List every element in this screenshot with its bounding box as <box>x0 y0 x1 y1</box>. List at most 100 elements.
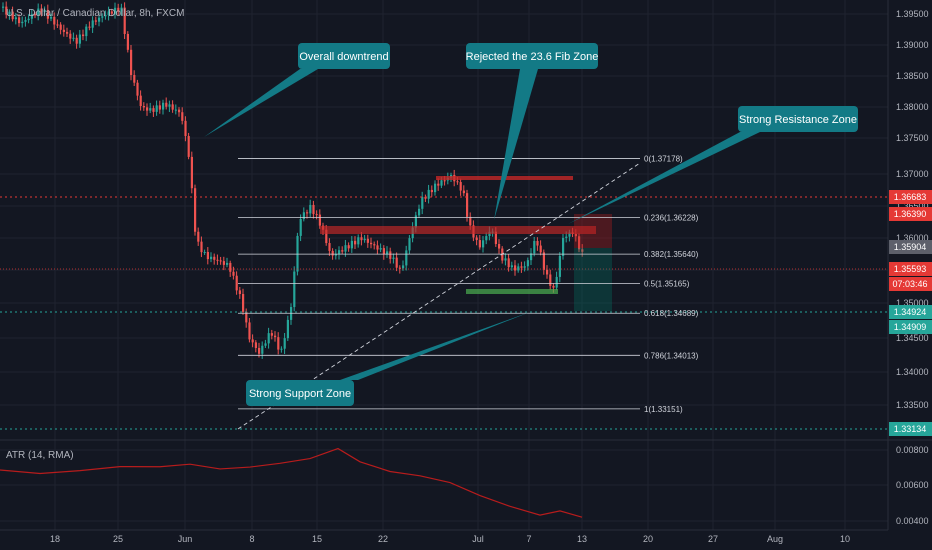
candle-body <box>178 109 181 113</box>
candle-body <box>5 6 8 15</box>
candle-body <box>562 237 565 256</box>
candle-body <box>110 11 113 14</box>
candle-body <box>280 348 283 350</box>
x-tick-label: 15 <box>312 534 322 544</box>
resistance-zone-rect <box>320 226 596 234</box>
atr-tick-label: 0.00800 <box>896 445 929 455</box>
candle-body <box>555 276 558 288</box>
candle-body <box>549 274 552 286</box>
candle-body <box>133 75 136 83</box>
candle-body <box>267 333 270 344</box>
candle-body <box>363 238 366 241</box>
candle-body <box>482 240 485 248</box>
callout-box <box>466 43 598 69</box>
candle-body <box>462 190 465 194</box>
candle-body <box>325 229 328 244</box>
x-tick-label: 22 <box>378 534 388 544</box>
annotation-layer: Overall downtrend Rejected the 23.6 Fib Z… <box>204 43 858 406</box>
candle-body <box>443 180 446 182</box>
candle-body <box>203 252 206 254</box>
candle-body <box>466 193 469 217</box>
candle-body <box>171 104 174 110</box>
candle-body <box>283 338 286 349</box>
candle-body <box>299 219 302 236</box>
fib-level-label: 0.236(1.36228) <box>644 214 699 223</box>
candle-body <box>181 112 184 121</box>
candle-body <box>373 244 376 246</box>
price-axis[interactable]: 1.39500 1.39000 1.38500 1.38000 1.37500 1.370… <box>896 9 929 410</box>
y-tick-label: 1.34500 <box>896 333 929 343</box>
candle-body <box>130 49 133 76</box>
candle-body <box>213 256 216 260</box>
candle-body <box>232 271 235 276</box>
candle-body <box>219 260 222 262</box>
candle-body <box>120 7 123 12</box>
callout-text: Strong Resistance Zone <box>739 114 857 126</box>
candle-body <box>510 265 513 268</box>
candle-body <box>459 182 462 191</box>
price-label-box <box>889 207 932 221</box>
symbol-header: U.S. Dollar / Canadian Dollar, 8h, FXCM <box>6 8 184 19</box>
candle-body <box>405 250 408 266</box>
candle-body <box>427 189 430 199</box>
atr-tick-label: 0.00600 <box>896 480 929 490</box>
candle-body <box>229 262 232 272</box>
x-tick-label: Jul <box>472 534 484 544</box>
candle-body <box>542 252 545 270</box>
candle-body <box>104 15 107 17</box>
candle-body <box>344 245 347 252</box>
candle-body <box>101 16 104 18</box>
callout-text: Strong Support Zone <box>249 388 351 400</box>
candle-body <box>306 212 309 214</box>
time-axis[interactable]: 18 25 Jun 8 15 22 Jul 7 13 20 27 Aug 10 <box>50 534 850 544</box>
candle-body <box>21 21 24 24</box>
candle-body <box>536 240 539 246</box>
price-label-box <box>889 305 932 319</box>
candle-body <box>59 24 62 30</box>
x-tick-label: 18 <box>50 534 60 544</box>
candle-body <box>469 216 472 226</box>
candle-body <box>18 17 21 24</box>
candle-body <box>168 104 171 107</box>
candle-body <box>312 204 315 215</box>
candle-body <box>478 240 481 248</box>
candle-body <box>414 215 417 228</box>
target-zone-rect <box>574 248 612 311</box>
fib-level-label: 0.382(1.35640) <box>644 250 699 259</box>
candle-body <box>517 266 520 271</box>
candle-body <box>494 231 497 245</box>
candle-body <box>258 347 261 354</box>
candle-body <box>2 6 5 8</box>
candle-body <box>421 196 424 209</box>
candle-body <box>578 236 581 250</box>
y-tick-label: 1.38000 <box>896 102 929 112</box>
candle-body <box>14 17 17 20</box>
candle-body <box>526 260 529 267</box>
candle-body <box>210 256 213 260</box>
candle-body <box>152 108 155 112</box>
candle-body <box>53 16 56 25</box>
candle-body <box>552 285 555 288</box>
price-label-text: 1.34909 <box>894 322 927 332</box>
candle-body <box>66 31 69 34</box>
candle-body <box>91 20 94 28</box>
candle-body <box>165 102 168 107</box>
price-label-box <box>889 190 932 204</box>
candle-body <box>277 337 280 350</box>
candle-body <box>69 33 72 39</box>
x-tick-label: 27 <box>708 534 718 544</box>
candle-body <box>568 232 571 237</box>
candle-body <box>98 17 101 22</box>
candle-body <box>334 254 337 256</box>
candle-body <box>155 105 158 112</box>
candle-body <box>286 319 289 339</box>
candle-body <box>200 241 203 253</box>
atr-label: ATR (14, RMA) <box>6 450 74 461</box>
candle-body <box>530 253 533 261</box>
atr-axis[interactable]: 0.00800 0.00600 0.00400 <box>896 445 929 526</box>
candle-body <box>437 183 440 186</box>
demand-zone-rect <box>466 289 558 294</box>
y-tick-label: 1.39000 <box>896 40 929 50</box>
candle-body <box>146 107 149 111</box>
